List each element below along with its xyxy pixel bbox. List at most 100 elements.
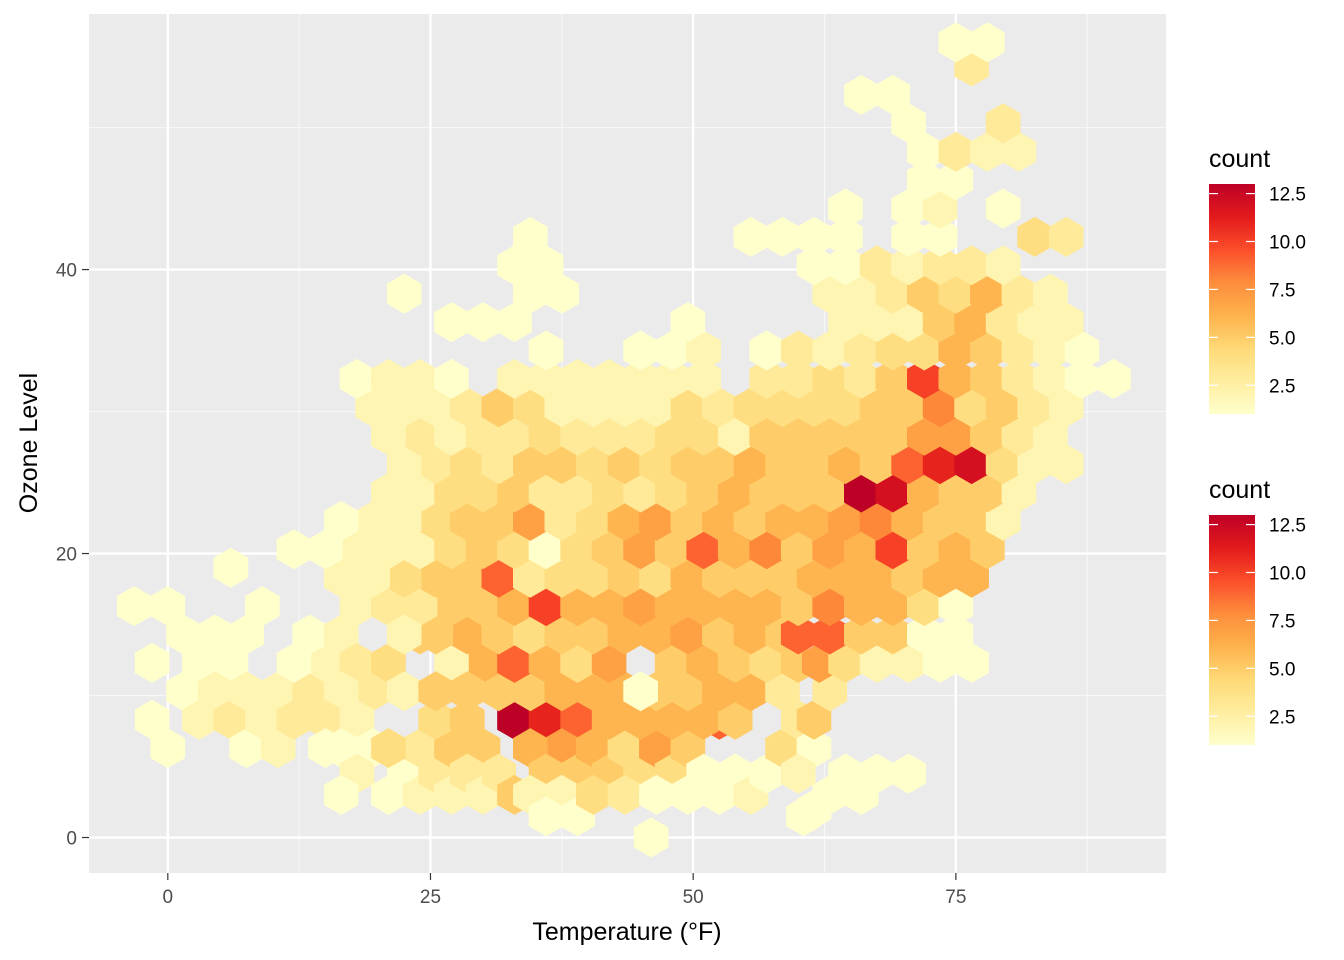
hexbin-cell <box>497 586 532 627</box>
hexbin-cells <box>116 22 1131 858</box>
hexbin-cell <box>229 614 264 655</box>
hexbin-cell <box>686 699 721 740</box>
hexbin-cell <box>875 529 911 570</box>
hexbin-cell <box>686 415 721 456</box>
hexbin-cell <box>844 415 879 456</box>
hexbin-cell <box>938 415 974 456</box>
hexbin-cell <box>639 500 674 541</box>
hexbin-cell <box>985 188 1021 229</box>
hexbin-cell <box>355 557 390 598</box>
hexbin-cell <box>1017 216 1052 257</box>
hexbin-cell <box>134 642 170 683</box>
hexbin-cell <box>449 699 485 740</box>
hexbin-cell <box>859 642 895 683</box>
hexbin-cell <box>844 330 879 371</box>
hexbin-cell <box>134 699 170 740</box>
hexbin-cell <box>544 614 580 655</box>
hexbin-cell <box>812 358 848 399</box>
hexbin-cell <box>985 103 1021 144</box>
hexbin-cell <box>749 642 784 683</box>
hexbin-cell <box>639 614 674 655</box>
hexbin-cell <box>386 444 422 485</box>
hexbin-cell <box>481 387 517 428</box>
hexbin-cell <box>276 529 312 570</box>
hexbin-cell <box>938 330 974 371</box>
hexbin-cell <box>765 671 800 712</box>
hexbin-cell <box>607 500 643 541</box>
hexbin-cell <box>654 586 690 627</box>
hexbin-cell <box>922 302 958 343</box>
hexbin-cell <box>576 444 611 485</box>
hexbin-cell <box>780 330 816 371</box>
hexbin-cell <box>954 387 989 428</box>
hexbin-cell <box>339 358 375 399</box>
hexbin-cell <box>702 557 737 598</box>
hexbin-cell <box>891 642 926 683</box>
hexbin-cell <box>623 671 658 712</box>
x-tick-label: 25 <box>420 887 441 908</box>
hexbin-cell <box>323 500 359 541</box>
x-tick-label: 75 <box>945 887 966 908</box>
hexbin-cell <box>116 586 152 627</box>
hexbin-cell <box>749 529 784 570</box>
hexbin-cell <box>985 444 1021 485</box>
hexbin-cell <box>497 699 532 740</box>
hexbin-cell <box>828 216 863 257</box>
hexbin-cell <box>639 387 674 428</box>
hexbin-cell <box>844 273 879 314</box>
hexbin-cell <box>386 557 422 598</box>
hexbin-cell <box>1048 444 1084 485</box>
hexbin-cell <box>891 103 926 144</box>
hexbin-cell <box>670 614 706 655</box>
hexbin-cell <box>418 500 454 541</box>
hexbin-cell <box>323 557 359 598</box>
legend-title: count <box>1209 476 1270 504</box>
hexbin-cell <box>654 529 690 570</box>
hexbin-cell <box>576 500 611 541</box>
hexbin-cell <box>844 586 879 627</box>
hexbin-cell <box>907 415 942 456</box>
hexbin-cell <box>591 699 627 740</box>
hexbin-cell <box>591 472 627 513</box>
hexbin-cell <box>875 358 911 399</box>
hexbin-cell <box>544 273 580 314</box>
hexbin-cell <box>970 358 1005 399</box>
hexbin-cell <box>544 500 580 541</box>
hexbin-cell <box>686 358 721 399</box>
y-tick-label: 40 <box>56 261 77 282</box>
hexbin-cell <box>355 387 390 428</box>
hexbin-cell <box>670 557 706 598</box>
hexbin-cell <box>166 671 201 712</box>
hexbin-cell <box>308 699 343 740</box>
hexbin-cell <box>481 444 517 485</box>
hexbin-cell <box>796 245 832 286</box>
hexbin-cell <box>497 642 532 683</box>
hexbin-cell <box>633 817 669 858</box>
hexbin-cell <box>812 586 848 627</box>
hexbin-cell <box>828 444 863 485</box>
hexbin-cell <box>481 557 517 598</box>
legend-tick-label: 5.0 <box>1269 659 1295 680</box>
hexbin-cell <box>355 500 390 541</box>
hexbin-cell <box>513 614 548 655</box>
hexbin-cell <box>528 358 564 399</box>
hexbin-cell <box>576 774 611 815</box>
hexbin-cell <box>938 529 974 570</box>
hexbin-cell <box>765 387 800 428</box>
hexbin-cell <box>528 472 564 513</box>
hexbin-cell <box>166 614 201 655</box>
hexbin-cell <box>591 358 627 399</box>
hexbin-cell <box>560 586 595 627</box>
hexbin-cell <box>907 358 942 399</box>
hexbin-cell <box>749 330 784 371</box>
hexbin-cell <box>702 614 737 655</box>
hexbin-cell <box>812 330 848 371</box>
hexbin-cell <box>591 529 627 570</box>
hexbin-cell <box>639 557 674 598</box>
hexbin-cell <box>654 415 690 456</box>
hexbin-cell <box>544 557 580 598</box>
hexbin-cell <box>733 216 769 257</box>
hexbin-cell <box>449 387 485 428</box>
hexbin-cell <box>875 273 911 314</box>
